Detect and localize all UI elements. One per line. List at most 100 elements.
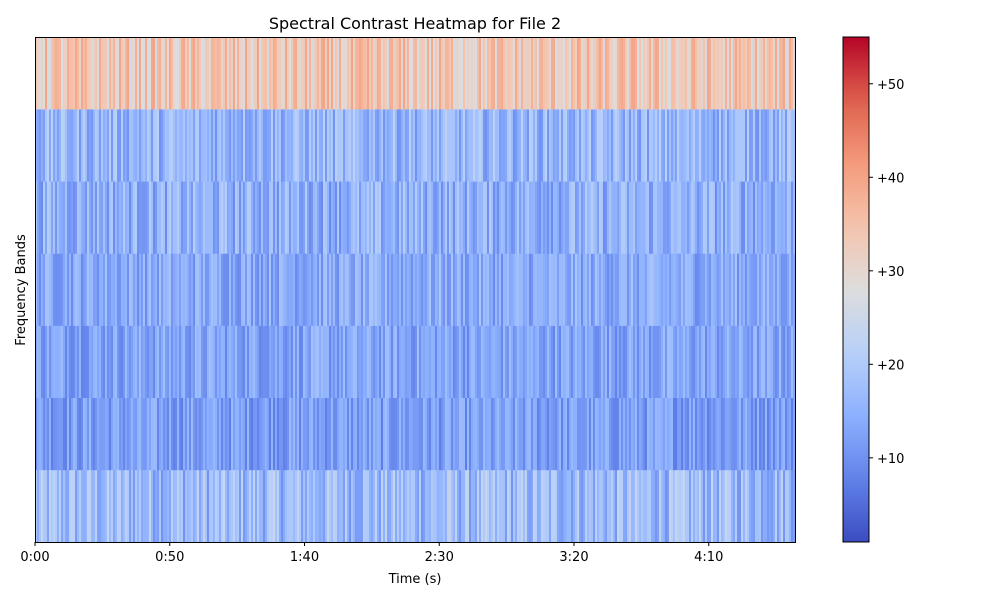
heatmap-cell — [113, 325, 116, 399]
heatmap-cell — [739, 397, 742, 471]
heatmap-cell — [523, 325, 526, 399]
heatmap-cell — [339, 325, 342, 399]
heatmap-cell — [479, 181, 482, 254]
heatmap-cell — [359, 325, 362, 399]
heatmap-cell — [37, 397, 40, 471]
heatmap-cell — [757, 37, 760, 110]
heatmap-cell — [507, 469, 510, 543]
heatmap-cell — [347, 109, 350, 182]
heatmap-cell — [417, 181, 420, 254]
heatmap-cell — [297, 397, 300, 471]
heatmap-cell — [389, 37, 392, 110]
heatmap-cell — [445, 181, 448, 254]
heatmap-cell — [353, 253, 356, 326]
heatmap-cell — [571, 397, 574, 471]
heatmap-cell — [659, 397, 662, 471]
heatmap-cell — [555, 325, 558, 399]
heatmap-cell — [105, 325, 108, 399]
heatmap-cell — [317, 109, 320, 182]
heatmap-cell — [375, 469, 378, 543]
heatmap-cell — [545, 397, 548, 471]
heatmap-cell — [393, 469, 396, 543]
heatmap-cell — [793, 37, 796, 110]
heatmap-cell — [53, 181, 56, 254]
heatmap-cell — [249, 253, 252, 326]
heatmap-cell — [99, 325, 102, 399]
heatmap-cell — [253, 469, 256, 543]
heatmap-cell — [485, 469, 488, 543]
heatmap-cell — [247, 253, 250, 326]
heatmap-cell — [473, 397, 476, 471]
heatmap-cell — [611, 325, 614, 399]
heatmap-cell — [665, 253, 668, 326]
heatmap-cell — [459, 181, 462, 254]
heatmap-cell — [529, 397, 532, 471]
heatmap-cell — [551, 37, 554, 110]
heatmap-cell — [361, 109, 364, 182]
heatmap-cell — [379, 469, 382, 543]
heatmap-cell — [135, 397, 138, 471]
heatmap-cell — [615, 397, 618, 471]
heatmap-cell — [125, 181, 128, 254]
heatmap-cell — [369, 469, 372, 543]
heatmap-cell — [527, 397, 530, 471]
heatmap-cell — [659, 109, 662, 182]
heatmap-cell — [425, 37, 428, 110]
heatmap-cell — [103, 469, 106, 543]
heatmap-cell — [519, 397, 522, 471]
heatmap-cell — [469, 253, 472, 326]
heatmap-cell — [579, 325, 582, 399]
heatmap-cell — [659, 181, 662, 254]
heatmap-cell — [289, 253, 292, 326]
heatmap-cell — [533, 469, 536, 543]
heatmap-cell — [559, 397, 562, 471]
heatmap-cell — [137, 37, 140, 110]
heatmap-cell — [711, 469, 714, 543]
heatmap-cell — [413, 181, 416, 254]
heatmap-cell — [631, 397, 634, 471]
heatmap-cell — [245, 253, 248, 326]
heatmap-cell — [229, 325, 232, 399]
heatmap-cell — [459, 469, 462, 543]
heatmap-cell — [355, 325, 358, 399]
heatmap-cell — [621, 469, 624, 543]
heatmap-cell — [655, 469, 658, 543]
heatmap-cell — [709, 253, 712, 326]
heatmap-cell — [141, 253, 144, 326]
heatmap-cell — [467, 253, 470, 326]
heatmap-cell — [409, 37, 412, 110]
heatmap-cell — [311, 253, 314, 326]
heatmap-cell — [39, 109, 42, 182]
heatmap-cell — [63, 397, 66, 471]
heatmap-cell — [761, 181, 764, 254]
heatmap-cell — [757, 325, 760, 399]
heatmap-cell — [41, 37, 44, 110]
heatmap-cell — [81, 253, 84, 326]
heatmap-cell — [613, 325, 616, 399]
heatmap-cell — [105, 397, 108, 471]
heatmap-cell — [245, 181, 248, 254]
heatmap-cell — [185, 109, 188, 182]
heatmap-cell — [601, 181, 604, 254]
heatmap-cell — [145, 253, 148, 326]
heatmap-cell — [595, 397, 598, 471]
heatmap-cell — [551, 469, 554, 543]
heatmap-cell — [377, 325, 380, 399]
heatmap-cell — [213, 109, 216, 182]
heatmap-cell — [721, 397, 724, 471]
heatmap-cell — [63, 181, 66, 254]
heatmap-cell — [407, 109, 410, 182]
heatmap-cell — [103, 181, 106, 254]
heatmap-cell — [625, 109, 628, 182]
heatmap-cell — [611, 109, 614, 182]
heatmap-cell — [585, 325, 588, 399]
heatmap-cell — [771, 325, 774, 399]
heatmap-cell — [747, 325, 750, 399]
heatmap-cell — [119, 397, 122, 471]
heatmap-cell — [325, 181, 328, 254]
heatmap-cell — [579, 469, 582, 543]
heatmap-cell — [135, 253, 138, 326]
heatmap-cell — [535, 469, 538, 543]
heatmap-cell — [125, 397, 128, 471]
heatmap-cell — [641, 469, 644, 543]
